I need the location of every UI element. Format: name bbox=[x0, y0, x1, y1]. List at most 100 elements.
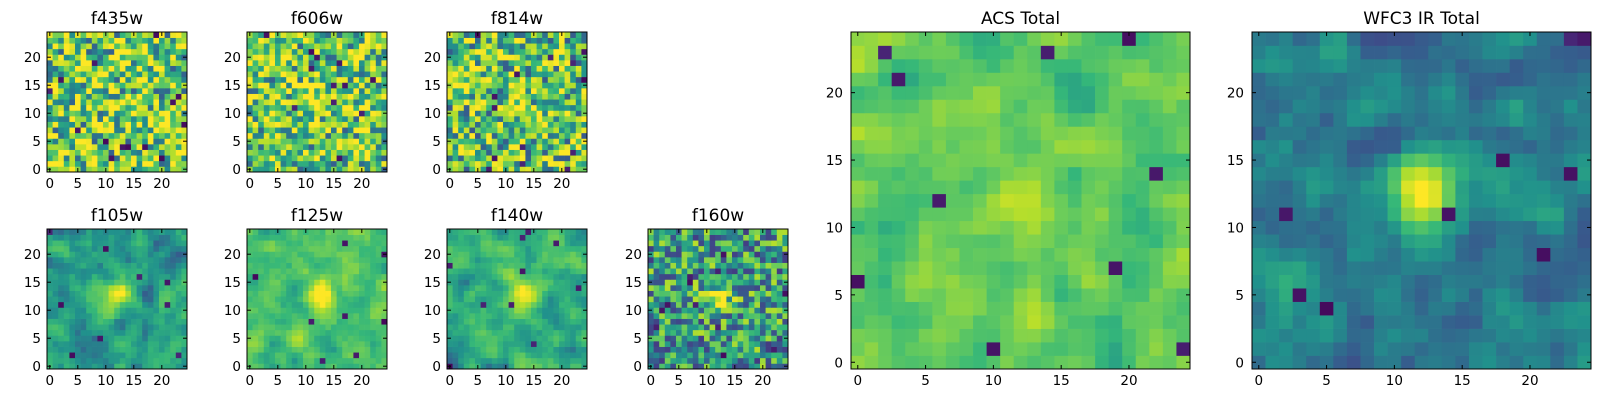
heatmap-cell bbox=[170, 71, 177, 78]
heatmap-cell bbox=[536, 279, 543, 286]
heatmap-cell bbox=[131, 99, 137, 106]
heatmap-cell bbox=[581, 285, 588, 291]
heatmap-cell bbox=[553, 262, 560, 269]
heatmap-cell bbox=[564, 37, 571, 44]
heatmap-cell bbox=[986, 153, 1001, 168]
heatmap-cell bbox=[258, 262, 265, 269]
heatmap-cell bbox=[263, 32, 270, 38]
heatmap-cell bbox=[75, 149, 81, 156]
heatmap-cell bbox=[726, 273, 733, 280]
heatmap-cell bbox=[508, 346, 515, 353]
heatmap-cell bbox=[891, 342, 906, 356]
heatmap-cell bbox=[776, 313, 783, 319]
heatmap-cell bbox=[653, 352, 660, 359]
heatmap-cell bbox=[447, 262, 453, 269]
heatmap-cell bbox=[564, 307, 571, 314]
heatmap-cell bbox=[878, 301, 893, 316]
heatmap-cell bbox=[932, 166, 947, 181]
heatmap-cell bbox=[486, 116, 493, 122]
heatmap-cell bbox=[303, 324, 309, 331]
heatmap-cell bbox=[47, 93, 53, 100]
heatmap-cell bbox=[86, 346, 93, 353]
heatmap-cell bbox=[359, 132, 365, 139]
heatmap-cell bbox=[581, 37, 588, 44]
heatmap-cell bbox=[47, 324, 53, 331]
heatmap-cell bbox=[704, 285, 710, 291]
heatmap-cell bbox=[648, 352, 654, 359]
heatmap-cell bbox=[80, 318, 87, 325]
heatmap-cell bbox=[676, 324, 682, 331]
heatmap-cell bbox=[69, 251, 76, 258]
heatmap-cell bbox=[269, 54, 276, 61]
heatmap-cell bbox=[458, 121, 465, 128]
heatmap-cell bbox=[125, 318, 132, 325]
heatmap-cell bbox=[525, 324, 532, 331]
heatmap-cell bbox=[370, 290, 377, 297]
heatmap-cell bbox=[1149, 301, 1164, 316]
heatmap-cell bbox=[252, 229, 259, 235]
heatmap-cell bbox=[536, 318, 543, 325]
heatmap-cell bbox=[687, 229, 694, 235]
heatmap-cell bbox=[159, 273, 165, 280]
heatmap-cell bbox=[47, 132, 53, 139]
heatmap-cell bbox=[771, 307, 778, 314]
heatmap-cell bbox=[726, 240, 733, 247]
heatmap-cell bbox=[1135, 274, 1150, 289]
heatmap-cell bbox=[1054, 220, 1069, 235]
heatmap-cell bbox=[720, 341, 727, 347]
heatmap-cell bbox=[553, 37, 560, 44]
heatmap-cell bbox=[52, 155, 59, 162]
heatmap-cell bbox=[720, 279, 727, 286]
heatmap-cell bbox=[765, 357, 772, 364]
heatmap-cell bbox=[542, 335, 549, 342]
heatmap-cell bbox=[108, 43, 115, 50]
heatmap-cell bbox=[153, 245, 160, 252]
heatmap-cell bbox=[375, 76, 382, 83]
heatmap-cell bbox=[153, 82, 160, 89]
heatmap-cell bbox=[131, 296, 137, 303]
heatmap-cell bbox=[58, 132, 65, 139]
heatmap-cell bbox=[709, 273, 716, 280]
heatmap-cell bbox=[175, 229, 182, 235]
heatmap-cell bbox=[932, 247, 947, 262]
heatmap-cell bbox=[247, 234, 253, 241]
heatmap-cell bbox=[559, 116, 565, 122]
heatmap-cell bbox=[945, 261, 960, 275]
heatmap-cell bbox=[743, 290, 750, 297]
heatmap-cell bbox=[142, 346, 149, 353]
heatmap-cell bbox=[458, 268, 465, 275]
heatmap-cell bbox=[147, 240, 154, 247]
heatmap-cell bbox=[359, 71, 365, 78]
heatmap-cell bbox=[486, 93, 493, 100]
heatmap-cell bbox=[370, 54, 377, 61]
heatmap-cell bbox=[164, 43, 171, 50]
heatmap-cell bbox=[164, 54, 171, 61]
heatmap-cell bbox=[263, 307, 270, 314]
heatmap-cell bbox=[570, 54, 577, 61]
heatmap-cell bbox=[692, 229, 699, 235]
heatmap-cell bbox=[97, 318, 104, 325]
heatmap-cell bbox=[314, 245, 321, 252]
heatmap-cell bbox=[918, 315, 933, 329]
heatmap-cell bbox=[743, 234, 750, 241]
x-tick-label: 15 bbox=[125, 373, 142, 389]
heatmap-cell bbox=[170, 335, 177, 342]
heatmap-cell bbox=[164, 279, 171, 286]
heatmap-cell bbox=[342, 138, 349, 145]
heatmap-cell bbox=[319, 363, 326, 370]
heatmap-cell bbox=[314, 352, 321, 359]
heatmap-cell bbox=[370, 245, 377, 252]
heatmap-cell bbox=[570, 127, 577, 134]
heatmap-cell bbox=[559, 285, 565, 291]
heatmap-cell bbox=[252, 318, 259, 325]
heatmap-cell bbox=[147, 251, 154, 258]
heatmap-cell bbox=[314, 138, 321, 145]
heatmap-cell bbox=[458, 88, 465, 94]
heatmap-cell bbox=[1122, 315, 1137, 329]
heatmap-cell bbox=[553, 240, 560, 247]
heatmap-cell bbox=[325, 110, 332, 117]
heatmap-cell bbox=[760, 279, 766, 286]
heatmap-cell bbox=[286, 341, 293, 347]
heatmap-cell bbox=[280, 273, 287, 280]
heatmap-cell bbox=[575, 301, 582, 308]
